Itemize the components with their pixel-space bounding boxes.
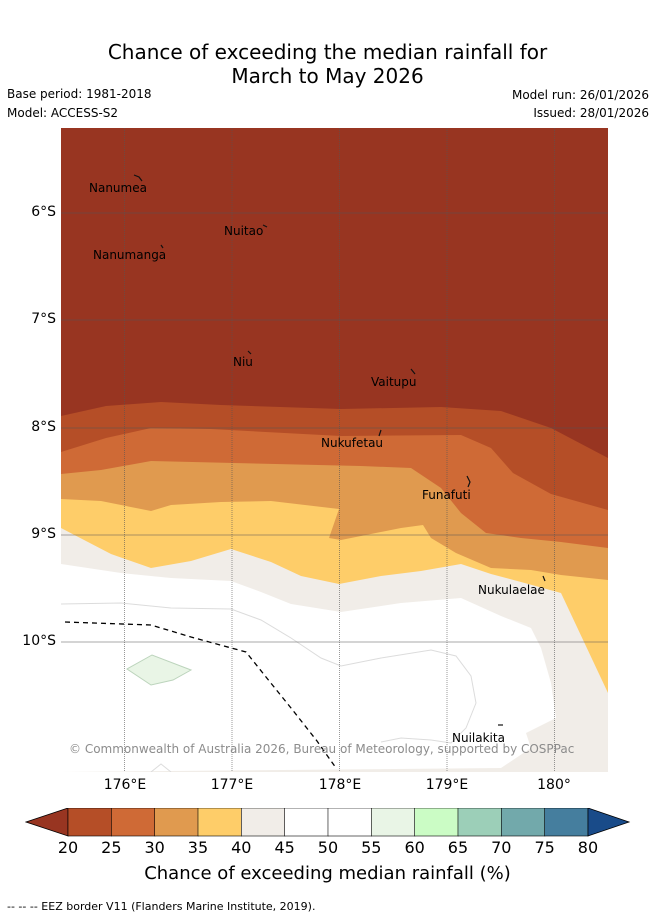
eez-border [64, 621, 337, 769]
issued-date: Issued: 28/01/2026 [533, 106, 649, 120]
graticule [61, 128, 608, 772]
colorbar-tick-label: 20 [57, 838, 79, 857]
place-nanumea: Nanumea [89, 181, 147, 195]
colorbar-swatch [67, 807, 112, 837]
colorbar-tick-label: 65 [447, 838, 469, 857]
place-funafuti: Funafuti [422, 488, 471, 502]
colorbar-swatch [241, 807, 286, 837]
map-canvas [61, 128, 608, 772]
colorbar-tick-label: 50 [317, 838, 339, 857]
colorbar-extend-high [587, 807, 631, 837]
colorbar-swatch [284, 807, 329, 837]
model-run: Model run: 26/01/2026 [511, 88, 649, 102]
lon-label-178e: 178°E [318, 777, 362, 793]
colorbar-tick-label: 45 [274, 838, 295, 857]
green-patch [126, 654, 193, 686]
title-line-2: March to May 2026 [231, 64, 424, 88]
place-nukufetau: Nukufetau [321, 436, 384, 450]
colorbar-swatch [154, 807, 199, 837]
lat-label-6s: 6°S [31, 204, 56, 220]
contour-55-south [150, 763, 172, 772]
place-nanumanga: Nanumanga [93, 248, 167, 262]
title-line-1: Chance of exceeding the median rainfall … [107, 40, 548, 64]
colorbar-swatch [544, 807, 589, 837]
colorbar-swatch [327, 807, 372, 837]
lon-label-176e: 176°E [103, 777, 147, 793]
colorbar-label: Chance of exceeding median rainfall (%) [144, 863, 511, 884]
eez-legend: -- -- -- EEZ border V11 (Flanders Marine… [7, 900, 316, 913]
colorbar-swatch [111, 807, 156, 837]
colorbar-tick-label: 25 [101, 838, 122, 857]
band-50-55 [61, 564, 556, 772]
model-name: Model: ACCESS-S2 [7, 106, 119, 120]
lat-label-10s: 10°S [22, 633, 56, 649]
lon-label-179e: 179°E [425, 777, 469, 793]
lat-label-7s: 7°S [31, 311, 56, 327]
place-nukulaelae: Nukulaelae [478, 583, 545, 597]
lon-label-177e: 177°E [210, 777, 254, 793]
lat-label-8s: 8°S [31, 419, 56, 435]
copyright-credit: © Commonwealth of Australia 2026, Bureau… [69, 742, 575, 756]
place-niu: Niu [233, 355, 253, 369]
colorbar-swatch [500, 807, 546, 837]
colorbar-swatch [414, 807, 459, 837]
colorbar-tick-label: 35 [187, 838, 209, 857]
island-shapes [133, 174, 546, 726]
colorbar-tick-label: 40 [231, 838, 252, 857]
colorbar-extend-low [24, 807, 69, 837]
colorbar-tick-label: 75 [534, 838, 555, 857]
place-nuilakita: Nuilakita [452, 731, 505, 745]
colorbar [24, 807, 631, 842]
colorbar-graphic [24, 807, 631, 837]
colorbar-swatch [197, 807, 242, 837]
lat-label-9s: 9°S [31, 526, 56, 542]
base-period: Base period: 1981-2018 [7, 87, 152, 101]
place-vaitupu: Vaitupu [371, 375, 417, 389]
colorbar-tick-label: 70 [491, 838, 512, 857]
rainfall-map [61, 128, 608, 772]
contour-55 [61, 602, 477, 744]
colorbar-tick-label: 60 [404, 838, 425, 857]
colorbar-tick-label: 30 [144, 838, 165, 857]
colorbar-tick-label: 80 [577, 838, 599, 857]
colorbar-tick-label: 55 [361, 838, 382, 857]
place-nuitao: Nuitao [224, 224, 264, 238]
colorbar-swatch [371, 807, 416, 837]
map-title: Chance of exceeding the median rainfall … [0, 40, 655, 88]
colorbar-swatch [457, 807, 502, 837]
lon-label-180: 180° [537, 777, 571, 793]
